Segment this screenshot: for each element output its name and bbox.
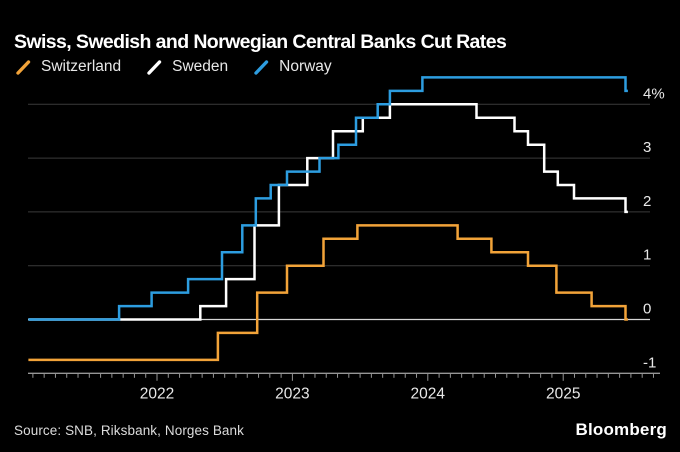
legend-item-switzerland: Switzerland	[15, 58, 121, 76]
x-axis-label: 2025	[546, 385, 580, 402]
legend-item-norway: Norway	[253, 58, 332, 76]
bloomberg-logo: Bloomberg	[575, 420, 667, 439]
slash-icon	[254, 59, 269, 75]
y-axis-label: 2	[643, 193, 651, 210]
series-line-norway	[28, 76, 628, 321]
y-axis-label: 4%	[643, 85, 665, 102]
slash-icon	[147, 59, 162, 75]
legend-label: Switzerland	[41, 58, 122, 75]
legend-label: Sweden	[172, 58, 229, 75]
slash-icon	[16, 59, 31, 75]
source-note: Source: SNB, Riksbank, Norges Bank	[14, 423, 244, 438]
series-line-switzerland	[28, 224, 628, 362]
y-axis-label: 0	[643, 301, 651, 318]
series-line-sweden	[28, 103, 628, 321]
y-axis-label: 3	[643, 139, 651, 156]
x-axis-label: 2023	[275, 385, 309, 402]
y-axis-label: -1	[643, 354, 656, 371]
chart-title: Swiss, Swedish and Norwegian Central Ban…	[14, 31, 507, 53]
x-axis-label: 2024	[411, 385, 446, 402]
legend-label: Norway	[279, 58, 332, 75]
legend: Switzerland Sweden Norway	[15, 58, 332, 76]
y-axis-label: 1	[643, 247, 651, 264]
x-axis-label: 2022	[140, 385, 174, 402]
legend-item-sweden: Sweden	[146, 58, 228, 76]
